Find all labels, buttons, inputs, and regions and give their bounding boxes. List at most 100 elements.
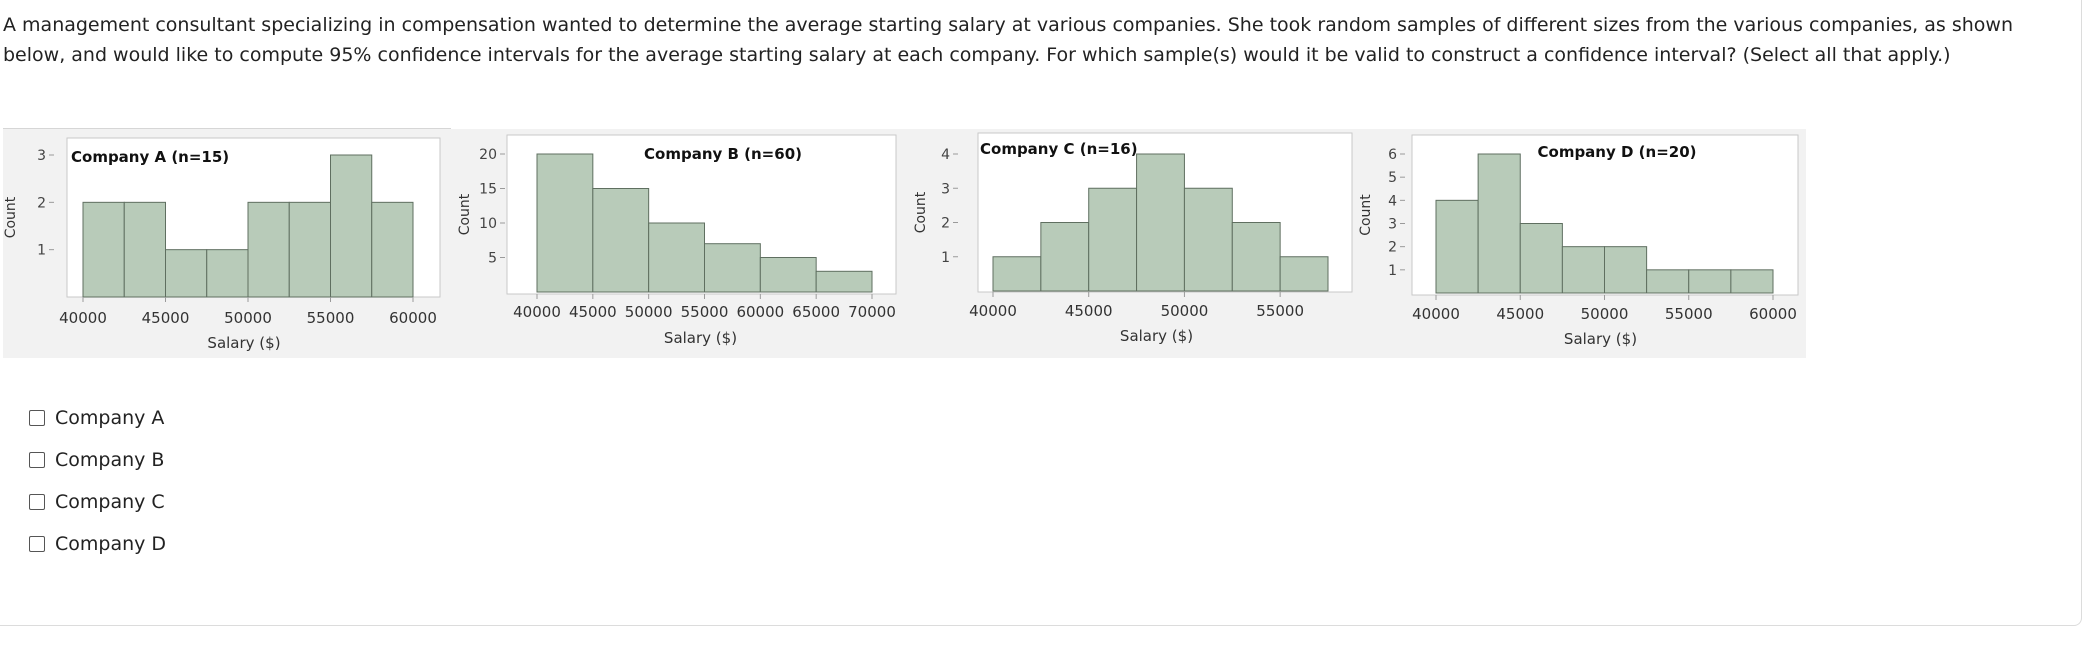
x-tick-label: 55000 — [307, 309, 355, 327]
question-card: A management consultant specializing in … — [0, 0, 2082, 626]
histogram-bar — [759, 257, 817, 293]
histogram-bar — [592, 188, 650, 293]
question-text: A management consultant specializing in … — [3, 14, 2013, 66]
histogram-bar — [288, 201, 331, 298]
x-tick-label: 55000 — [1256, 302, 1304, 320]
histogram-bar — [1231, 222, 1281, 292]
histogram-bar — [1477, 153, 1521, 294]
checkbox[interactable] — [29, 494, 45, 510]
option-label: Company C — [55, 491, 165, 513]
x-axis-label: Salary ($) — [1120, 327, 1193, 345]
histogram-bar — [815, 270, 873, 293]
histogram-bar — [1435, 199, 1479, 294]
x-tick-label: 40000 — [969, 302, 1017, 320]
chart-title: Company C (n=16) — [980, 140, 1138, 158]
histogram-bar — [1040, 222, 1090, 292]
x-tick-label: 60000 — [1749, 305, 1797, 323]
histogram-bar — [1136, 153, 1185, 292]
y-axis-label: Count — [457, 193, 473, 235]
histogram-company-a: 1 2 3 40000 45000 50000 55000 60000 Company A (n… — [3, 137, 441, 352]
checkbox[interactable] — [29, 410, 45, 426]
histogram-bar — [371, 201, 414, 298]
x-tick-label: 55000 — [1665, 305, 1713, 323]
histogram-company-c: 1 2 3 4 40000 45000 50000 55000 Company C (n=16)… — [913, 132, 1353, 345]
y-tick-label: 6 — [1388, 147, 1397, 163]
y-tick-label: 3 — [1388, 217, 1397, 233]
option-label: Company B — [55, 449, 165, 471]
histogram-bar — [704, 243, 761, 293]
x-tick-label: 65000 — [792, 303, 840, 321]
histogram-bar — [330, 154, 373, 298]
x-tick-label: 50000 — [1581, 305, 1629, 323]
x-tick-label: 40000 — [513, 303, 561, 321]
y-tick-label: 20 — [479, 147, 497, 163]
option-label: Company D — [55, 533, 167, 555]
histogram-company-d: 1 2 3 4 5 6 40000 45000 50000 55000 60000 Company D… — [1358, 134, 1799, 348]
y-tick-label: 5 — [1388, 170, 1397, 186]
y-axis-label: Count — [3, 196, 19, 238]
chart-title: Company D (n=20) — [1538, 143, 1697, 161]
x-tick-label: 40000 — [1412, 305, 1460, 323]
histogram-bar — [1519, 223, 1563, 294]
x-tick-label: 55000 — [681, 303, 729, 321]
x-tick-label: 45000 — [569, 303, 617, 321]
y-axis-label: Count — [1358, 194, 1374, 236]
y-tick-label: 1 — [37, 243, 46, 259]
answer-options: Company A Company B Company C Company D — [29, 397, 166, 565]
y-tick-label: 5 — [488, 251, 497, 267]
option-company-d[interactable]: Company D — [29, 523, 166, 565]
histogram-bar — [648, 222, 706, 293]
histogram-bar — [82, 201, 125, 298]
histogram-bar — [123, 201, 166, 298]
option-company-a[interactable]: Company A — [29, 397, 166, 439]
x-axis-label: Salary ($) — [207, 334, 280, 352]
y-tick-label: 1 — [941, 250, 950, 266]
histogram-bar — [992, 256, 1042, 292]
y-tick-label: 2 — [941, 216, 950, 232]
x-tick-label: 50000 — [1161, 302, 1209, 320]
x-tick-label: 70000 — [848, 303, 896, 321]
y-tick-label: 2 — [1388, 240, 1397, 256]
x-tick-label: 50000 — [224, 309, 272, 327]
y-tick-label: 15 — [479, 182, 497, 198]
histogram-bar — [1604, 246, 1648, 294]
histogram-figure: 1 2 3 40000 45000 50000 55000 60000 Company A (n… — [3, 129, 1806, 358]
option-company-b[interactable]: Company B — [29, 439, 166, 481]
y-tick-label: 1 — [1388, 263, 1397, 279]
x-tick-label: 60000 — [389, 309, 437, 327]
y-tick-label: 3 — [941, 181, 950, 197]
y-tick-label: 4 — [941, 147, 950, 163]
histogram-company-b: 5 10 15 20 40000 45000 50000 55000 60000 65000 700… — [457, 134, 897, 347]
x-tick-label: 50000 — [625, 303, 673, 321]
histograms-svg: 1 2 3 40000 45000 50000 55000 60000 Company A (n… — [3, 132, 1799, 352]
y-tick-label: 2 — [37, 195, 46, 211]
y-tick-label: 10 — [479, 216, 497, 232]
checkbox[interactable] — [29, 536, 45, 552]
histogram-bar — [1088, 187, 1138, 292]
histogram-bar — [1646, 269, 1690, 294]
histogram-bar — [206, 249, 249, 298]
histogram-bar — [1730, 269, 1774, 294]
x-tick-label: 40000 — [59, 309, 107, 327]
option-label: Company A — [55, 407, 165, 429]
chart-title: Company B (n=60) — [644, 145, 802, 163]
y-tick-label: 4 — [1388, 193, 1397, 209]
divider — [3, 128, 451, 129]
x-tick-label: 45000 — [1496, 305, 1544, 323]
chart-title: Company A (n=15) — [71, 148, 229, 166]
y-tick-label: 3 — [37, 148, 46, 164]
histogram-bar — [1183, 187, 1233, 292]
histogram-bar — [247, 201, 290, 298]
y-axis-label: Count — [913, 191, 929, 233]
x-tick-label: 45000 — [1065, 302, 1113, 320]
histogram-bar — [165, 249, 208, 298]
checkbox[interactable] — [29, 452, 45, 468]
option-company-c[interactable]: Company C — [29, 481, 166, 523]
histogram-bar — [1561, 246, 1605, 294]
histogram-bar — [1688, 269, 1732, 294]
histogram-bar — [1279, 256, 1329, 292]
histogram-bar — [536, 153, 594, 293]
x-tick-label: 60000 — [736, 303, 784, 321]
x-axis-label: Salary ($) — [1564, 330, 1637, 348]
x-tick-label: 45000 — [142, 309, 190, 327]
